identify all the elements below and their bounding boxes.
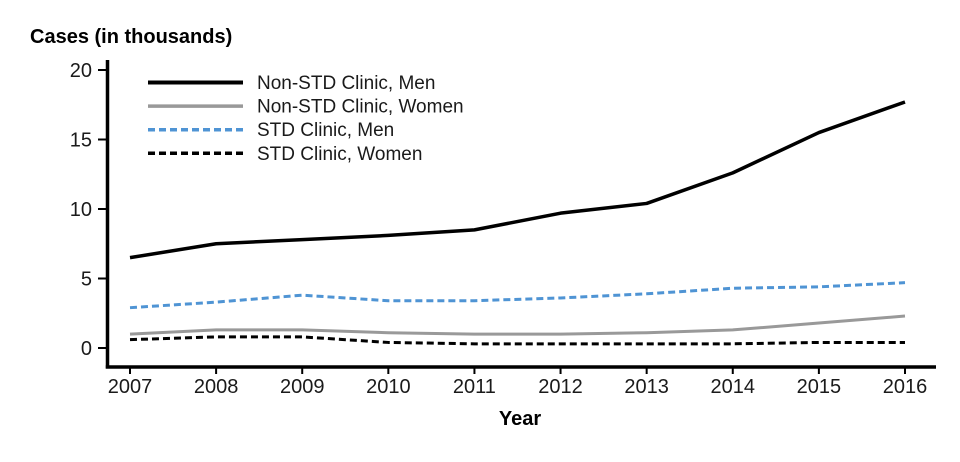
x-tick-label: 2014 xyxy=(711,376,756,398)
series-line-3 xyxy=(129,281,906,310)
x-tick-label: 2007 xyxy=(108,376,153,398)
legend: Non-STD Clinic, Men Non-STD Clinic, Women… xyxy=(148,73,464,165)
y-tick-label: 20 xyxy=(70,60,92,82)
x-tick-label: 2011 xyxy=(453,376,496,398)
y-axis-ticks: 0 5 10 15 20 xyxy=(70,60,106,360)
x-tick-label: 2013 xyxy=(624,376,669,398)
series-line-4 xyxy=(129,335,905,346)
legend-item: STD Clinic, Women xyxy=(148,144,422,165)
legend-item: STD Clinic, Men xyxy=(148,120,394,141)
x-tick-label: 2008 xyxy=(194,376,239,398)
y-tick-label: 0 xyxy=(81,338,92,360)
legend-label: Non-STD Clinic, Women xyxy=(257,97,464,118)
legend-label: Non-STD Clinic, Men xyxy=(257,73,435,94)
legend-item: Non-STD Clinic, Women xyxy=(148,97,464,118)
x-tick-label: 2009 xyxy=(280,376,325,398)
y-tick-label: 5 xyxy=(81,269,92,291)
legend-item: Non-STD Clinic, Men xyxy=(148,73,435,94)
series-line-2 xyxy=(129,314,906,336)
series-line-1 xyxy=(129,100,906,260)
legend-label: STD Clinic, Men xyxy=(257,120,394,141)
legend-label: STD Clinic, Women xyxy=(257,144,422,165)
x-axis-title: Year xyxy=(499,408,541,430)
x-axis-ticks: 2007 2008 2009 2010 2011 2012 2013 2014 2015 2016 xyxy=(108,367,927,398)
x-tick-label: 2012 xyxy=(538,376,583,398)
x-tick-label: 2010 xyxy=(366,376,411,398)
chart-title: Cases (in thousands) xyxy=(30,26,233,48)
x-tick-label: 2015 xyxy=(797,376,842,398)
y-tick-label: 10 xyxy=(70,199,92,221)
x-tick-label: 2016 xyxy=(883,376,928,398)
series-lines xyxy=(129,100,906,346)
y-tick-label: 15 xyxy=(70,130,92,152)
